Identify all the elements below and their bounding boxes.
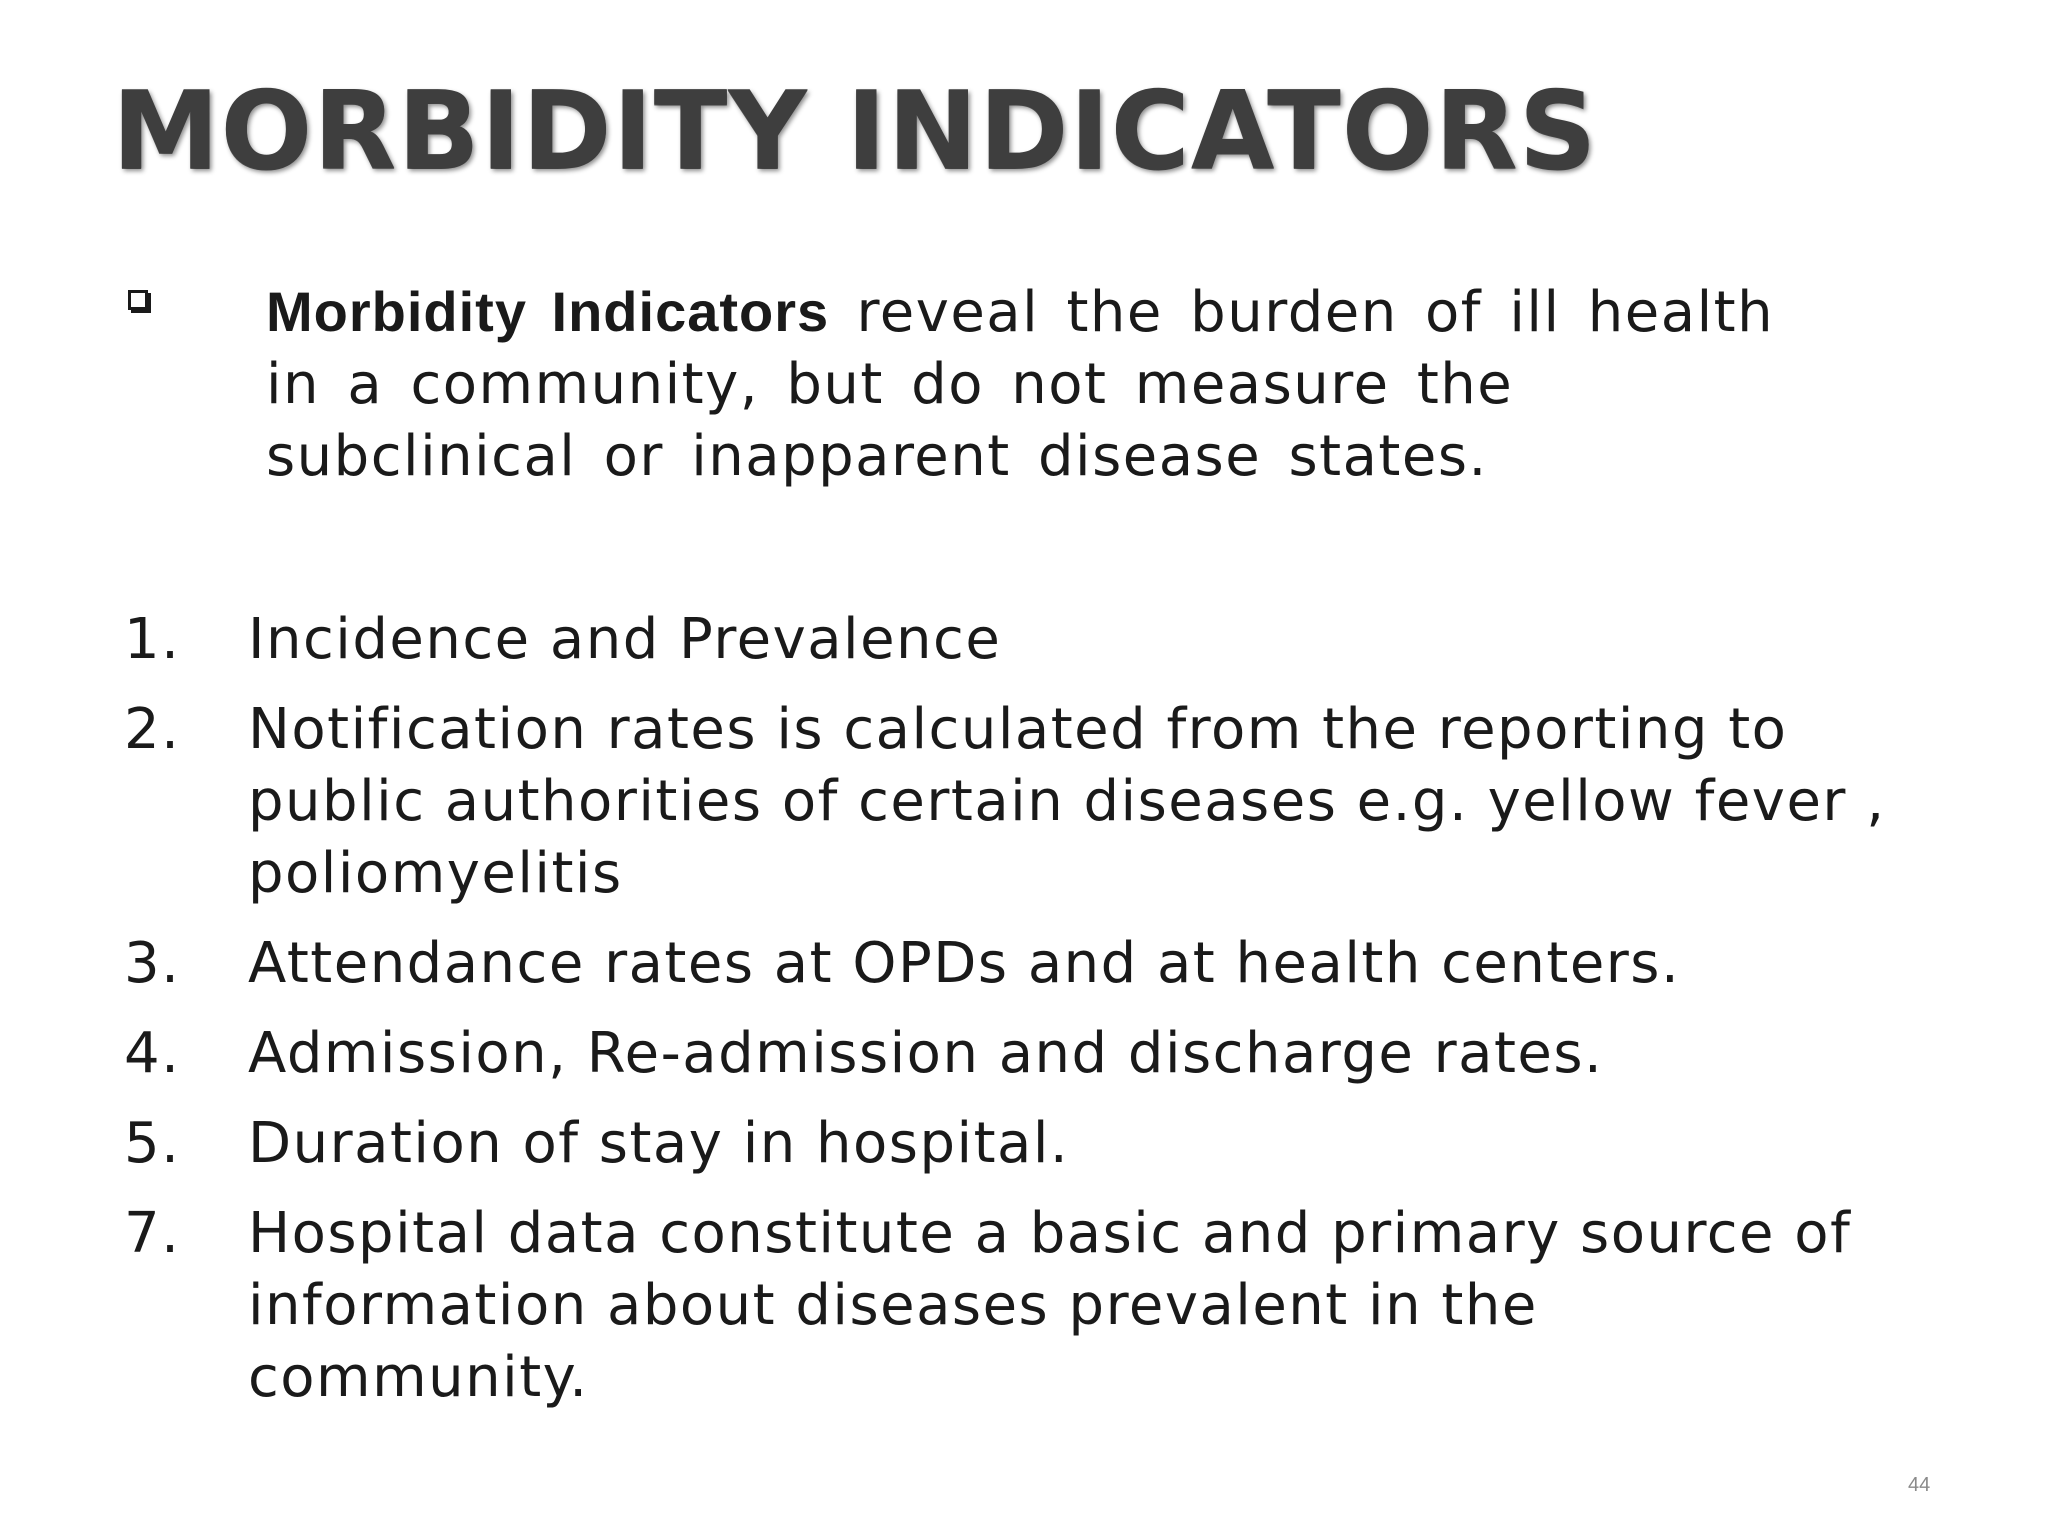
list-item-text: Hospital data constitute a basic and pri… bbox=[248, 1201, 1852, 1410]
indicator-list: 1. Incidence and Prevalence 2. Notificat… bbox=[124, 604, 1904, 1432]
list-item-number: 3. bbox=[124, 931, 181, 996]
list-item: 7. Hospital data constitute a basic and … bbox=[124, 1198, 1904, 1414]
list-item: 2. Notification rates is calculated from… bbox=[124, 694, 1904, 910]
intro-text: Morbidity Indicators reveal the burden o… bbox=[266, 276, 1806, 493]
list-item-text: Notification rates is calculated from th… bbox=[248, 697, 1886, 906]
intro-body: reveal the burden of ill health in a com… bbox=[266, 280, 1775, 489]
list-item: 3. Attendance rates at OPDs and at healt… bbox=[124, 928, 1904, 1000]
list-item-text: Duration of stay in hospital. bbox=[248, 1111, 1070, 1176]
slide-title: MORBIDITY INDICATORS bbox=[112, 69, 1598, 194]
square-bullet-icon bbox=[128, 290, 148, 310]
list-item: 1. Incidence and Prevalence bbox=[124, 604, 1904, 676]
list-item-number: 4. bbox=[124, 1021, 181, 1086]
list-item-text: Attendance rates at OPDs and at health c… bbox=[248, 931, 1681, 996]
list-item-number: 1. bbox=[124, 607, 181, 672]
list-item-number: 5. bbox=[124, 1111, 181, 1176]
intro-bold-lead: Morbidity Indicators bbox=[266, 280, 830, 343]
list-item-number: 2. bbox=[124, 697, 181, 762]
list-item-text: Admission, Re-admission and discharge ra… bbox=[248, 1021, 1604, 1086]
list-item: 5. Duration of stay in hospital. bbox=[124, 1108, 1904, 1180]
list-item-number: 7. bbox=[124, 1201, 181, 1266]
list-item: 4. Admission, Re-admission and discharge… bbox=[124, 1018, 1904, 1090]
page-number: 44 bbox=[1908, 1474, 1931, 1496]
list-item-text: Incidence and Prevalence bbox=[248, 607, 1002, 672]
